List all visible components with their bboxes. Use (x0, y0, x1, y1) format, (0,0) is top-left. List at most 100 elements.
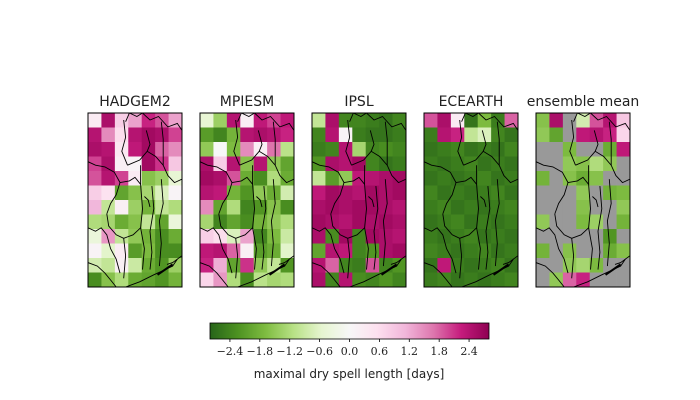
heatmap-cell (477, 113, 492, 128)
country-border (343, 176, 365, 185)
heatmap-cell (88, 171, 102, 186)
heatmap-cell (616, 127, 630, 143)
country-border (494, 179, 500, 267)
heatmap-cell (141, 229, 156, 244)
country-border (536, 227, 569, 274)
heatmap-cell (213, 142, 228, 157)
country-border (270, 179, 276, 267)
heatmap-cell (168, 127, 182, 143)
heatmap-cell (101, 156, 116, 172)
country-border (200, 161, 233, 215)
heatmap-cell (352, 243, 367, 259)
heatmap-cell (352, 127, 367, 143)
heatmap-cell (379, 243, 393, 259)
coastline-detail (380, 263, 398, 276)
heatmap-cell (280, 229, 294, 244)
heatmap-cell (352, 272, 367, 287)
heatmap-cell (141, 258, 156, 273)
country-border (158, 179, 164, 267)
heatmap-cell (464, 142, 479, 157)
heatmap-cell (491, 171, 505, 186)
country-border (121, 119, 128, 166)
heatmap-cell (213, 127, 228, 143)
heatmap-cell (114, 127, 129, 143)
heatmap-cell (128, 185, 143, 201)
heatmap-cell (213, 113, 228, 128)
heatmap-cell (477, 171, 492, 186)
heatmap-cell (200, 127, 214, 143)
heatmap-cell (168, 185, 182, 201)
heatmap-cells (312, 113, 406, 287)
heatmap-cell (280, 113, 294, 128)
heatmap-cell (392, 127, 406, 143)
country-border (88, 161, 121, 215)
heatmap-cell (616, 214, 630, 230)
heatmap-cell (325, 258, 340, 273)
heatmap-cells (88, 113, 182, 287)
heatmap-cell (450, 229, 465, 244)
heatmap-cell (437, 171, 452, 186)
heatmap-cell (392, 258, 406, 273)
heatmap-cell (114, 272, 129, 287)
heatmap-cell (88, 200, 102, 215)
country-border (200, 227, 233, 274)
heatmap-cell (267, 171, 281, 186)
heatmap-cell (392, 171, 406, 186)
heatmap-cell (128, 258, 143, 273)
country-border (252, 165, 257, 270)
heatmap-cell (379, 272, 393, 287)
heatmap-cell (549, 127, 564, 143)
heatmap-cell (549, 185, 564, 201)
country-border (127, 150, 182, 184)
country-border (218, 213, 239, 279)
heatmap-cell (312, 156, 326, 172)
heatmap-cell (253, 127, 268, 143)
heatmap-cell (128, 214, 143, 230)
heatmap-cell (128, 243, 143, 259)
country-border (312, 227, 345, 274)
heatmap-cell (536, 272, 550, 287)
heatmap-cell (437, 142, 452, 157)
heatmap-cell (141, 185, 156, 201)
heatmap-cell (101, 200, 116, 215)
heatmap-cell (424, 156, 438, 172)
heatmap-cell (352, 200, 367, 215)
heatmap-cell (491, 243, 505, 259)
country-border (145, 130, 151, 152)
heatmap-cell (616, 200, 630, 215)
heatmap-cell (464, 272, 479, 287)
panel-title: IPSL (344, 94, 373, 110)
heatmap-cell (392, 229, 406, 244)
country-border (463, 150, 518, 184)
heatmap-cell (141, 127, 156, 143)
heatmap-cell (536, 127, 550, 143)
heatmap-cell (437, 272, 452, 287)
heatmap-cell (536, 171, 550, 186)
heatmap-cell (155, 127, 169, 143)
heatmap-cell (101, 142, 116, 157)
heatmap-cell (312, 229, 326, 244)
heatmap-cell (267, 214, 281, 230)
panel-title: ECEARTH (439, 94, 504, 110)
heatmap-cell (450, 200, 465, 215)
country-border (239, 150, 294, 184)
heatmap-cell (213, 243, 228, 259)
heatmap-cell (267, 272, 281, 287)
country-border (571, 227, 589, 239)
heatmap-cell (88, 229, 102, 244)
heatmap-cell (155, 214, 169, 230)
country-border (233, 119, 240, 166)
heatmap-cell (141, 200, 156, 215)
heatmap-cell (576, 272, 591, 287)
panel-title: MPIESM (220, 94, 274, 110)
heatmap-cell (88, 185, 102, 201)
heatmap-cell (365, 214, 380, 230)
country-border (536, 161, 569, 215)
coastline-detail (268, 263, 286, 276)
heatmap-cell (240, 243, 255, 259)
country-border (149, 186, 155, 270)
heatmap-cell (437, 258, 452, 273)
heatmap-cell (424, 113, 438, 128)
heatmap-cell (437, 156, 452, 172)
heatmap-cell (536, 185, 550, 201)
